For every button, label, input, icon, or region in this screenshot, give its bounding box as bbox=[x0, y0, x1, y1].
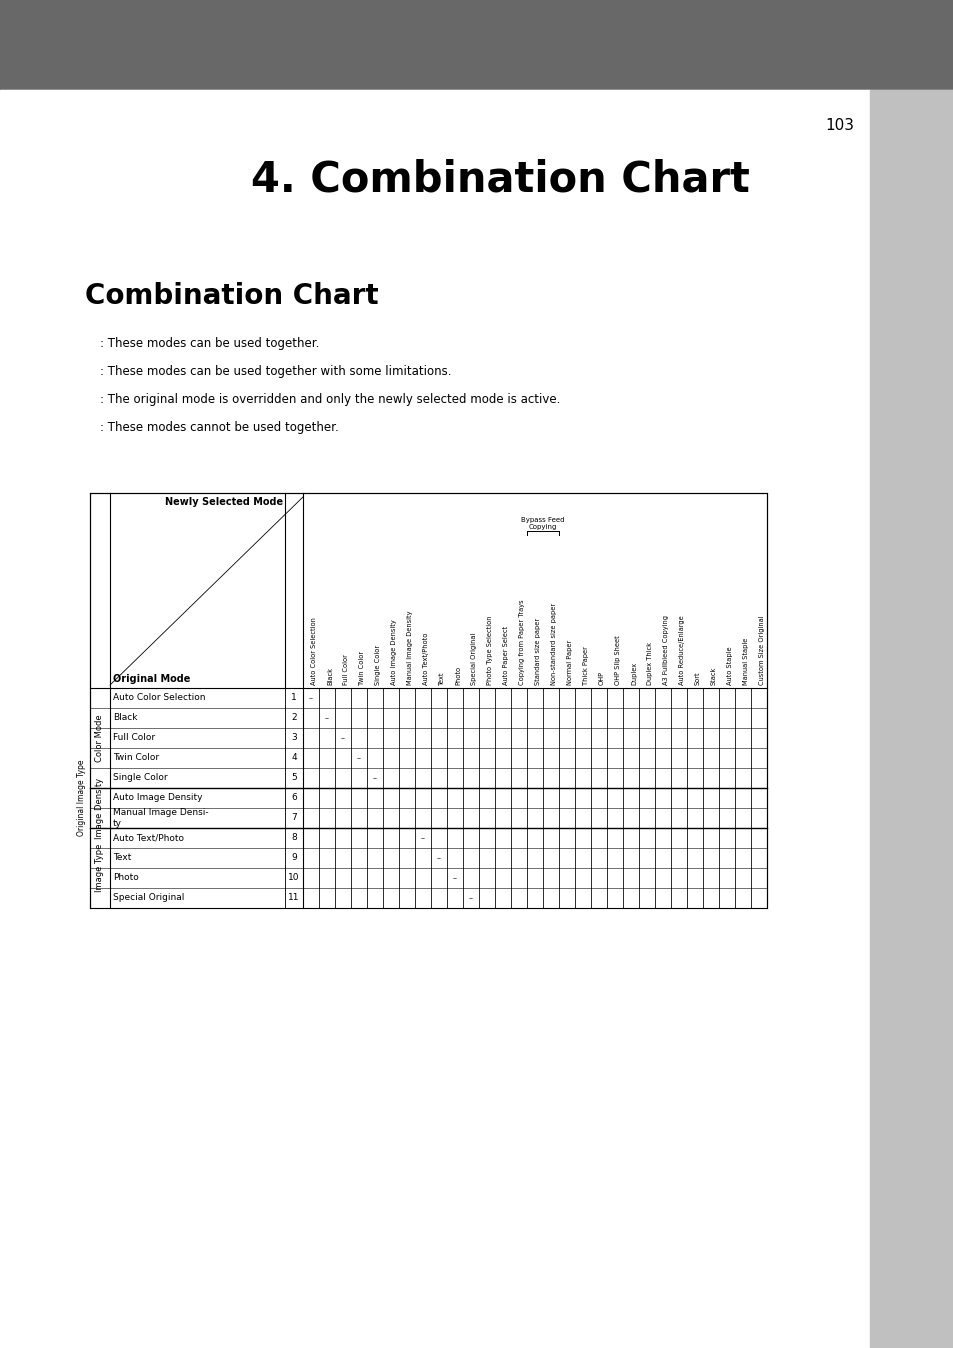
Text: Image Type: Image Type bbox=[95, 844, 105, 892]
Text: --: -- bbox=[420, 834, 425, 841]
Text: 1: 1 bbox=[291, 693, 296, 702]
Text: Black: Black bbox=[327, 667, 333, 685]
Text: Manual Staple: Manual Staple bbox=[742, 638, 748, 685]
Text: Auto Paper Select: Auto Paper Select bbox=[502, 625, 509, 685]
Text: Copying from Paper Trays: Copying from Paper Trays bbox=[518, 600, 524, 685]
Text: Auto Image Density: Auto Image Density bbox=[391, 619, 396, 685]
Text: Auto Text/Photo: Auto Text/Photo bbox=[112, 833, 184, 842]
Text: Newly Selected Mode: Newly Selected Mode bbox=[165, 497, 283, 507]
Text: Auto Text/Photo: Auto Text/Photo bbox=[422, 632, 429, 685]
Text: : These modes cannot be used together.: : These modes cannot be used together. bbox=[100, 421, 338, 434]
Text: OHP Slip Sheet: OHP Slip Sheet bbox=[615, 635, 620, 685]
Text: Photo: Photo bbox=[455, 666, 460, 685]
Text: Standard size paper: Standard size paper bbox=[535, 617, 540, 685]
Text: 5: 5 bbox=[291, 774, 296, 782]
Text: 11: 11 bbox=[288, 894, 299, 903]
Text: Normal Paper: Normal Paper bbox=[566, 640, 573, 685]
Text: Original Mode: Original Mode bbox=[112, 674, 191, 683]
Text: Auto Color Selection: Auto Color Selection bbox=[311, 617, 316, 685]
Text: Auto Reduce/Enlarge: Auto Reduce/Enlarge bbox=[679, 615, 684, 685]
Text: : These modes can be used together with some limitations.: : These modes can be used together with … bbox=[100, 364, 451, 377]
Text: 10: 10 bbox=[288, 874, 299, 883]
Text: Stack: Stack bbox=[710, 667, 717, 685]
Text: Full Color: Full Color bbox=[343, 654, 349, 685]
Text: Single Color: Single Color bbox=[112, 774, 168, 782]
Text: --: -- bbox=[468, 895, 473, 900]
Text: 2: 2 bbox=[291, 713, 296, 723]
Text: --: -- bbox=[356, 755, 361, 762]
Text: Full Color: Full Color bbox=[112, 733, 155, 743]
Text: Twin Color: Twin Color bbox=[112, 754, 159, 763]
Text: Duplex Thick: Duplex Thick bbox=[646, 642, 652, 685]
Text: 3: 3 bbox=[291, 733, 296, 743]
Text: : The original mode is overridden and only the newly selected mode is active.: : The original mode is overridden and on… bbox=[100, 392, 559, 406]
Text: Sort: Sort bbox=[695, 671, 700, 685]
Text: Photo Type Selection: Photo Type Selection bbox=[486, 616, 493, 685]
Text: 9: 9 bbox=[291, 853, 296, 863]
Bar bbox=[869, 90, 953, 1348]
Text: --: -- bbox=[436, 855, 441, 861]
Text: --: -- bbox=[340, 735, 345, 741]
Text: --: -- bbox=[324, 714, 329, 721]
Text: 8: 8 bbox=[291, 833, 296, 842]
Text: --: -- bbox=[452, 875, 457, 882]
Text: 4: 4 bbox=[291, 754, 296, 763]
Text: Text: Text bbox=[438, 671, 444, 685]
Text: Thick Paper: Thick Paper bbox=[582, 646, 588, 685]
Text: 4. Combination Chart: 4. Combination Chart bbox=[251, 159, 749, 201]
Text: OHP: OHP bbox=[598, 671, 604, 685]
Text: Non-standard size paper: Non-standard size paper bbox=[551, 603, 557, 685]
Text: 103: 103 bbox=[824, 119, 854, 133]
Bar bbox=[90, 493, 766, 909]
Text: Color Mode: Color Mode bbox=[95, 714, 105, 762]
Text: Special Original: Special Original bbox=[112, 894, 184, 903]
Text: Original Image Type: Original Image Type bbox=[77, 760, 87, 836]
Text: Manual Image Density: Manual Image Density bbox=[407, 611, 413, 685]
Text: Text: Text bbox=[112, 853, 132, 863]
Text: 7: 7 bbox=[291, 813, 296, 822]
Text: Black: Black bbox=[112, 713, 137, 723]
Text: Twin Color: Twin Color bbox=[358, 651, 365, 685]
Text: Auto Image Density: Auto Image Density bbox=[112, 794, 202, 802]
Text: Special Original: Special Original bbox=[471, 632, 476, 685]
Text: Auto Color Selection: Auto Color Selection bbox=[112, 693, 205, 702]
Text: Photo: Photo bbox=[112, 874, 138, 883]
Text: Combination Chart: Combination Chart bbox=[85, 282, 378, 310]
Text: 6: 6 bbox=[291, 794, 296, 802]
Text: Image Density: Image Density bbox=[95, 778, 105, 838]
Bar bbox=[0, 0, 953, 90]
Text: A3 Fullbleed Copying: A3 Fullbleed Copying bbox=[662, 615, 668, 685]
Text: --: -- bbox=[308, 696, 314, 701]
Text: : These modes can be used together.: : These modes can be used together. bbox=[100, 337, 319, 349]
Text: Custom Size Original: Custom Size Original bbox=[759, 616, 764, 685]
Text: --: -- bbox=[372, 775, 377, 780]
Bar bbox=[0, 90, 953, 257]
Text: Single Color: Single Color bbox=[375, 644, 380, 685]
Text: Duplex: Duplex bbox=[630, 662, 637, 685]
Text: Manual Image Densi-
ty: Manual Image Densi- ty bbox=[112, 809, 209, 828]
Text: Auto Staple: Auto Staple bbox=[726, 647, 732, 685]
Text: Bypass Feed
Copying: Bypass Feed Copying bbox=[520, 518, 564, 530]
